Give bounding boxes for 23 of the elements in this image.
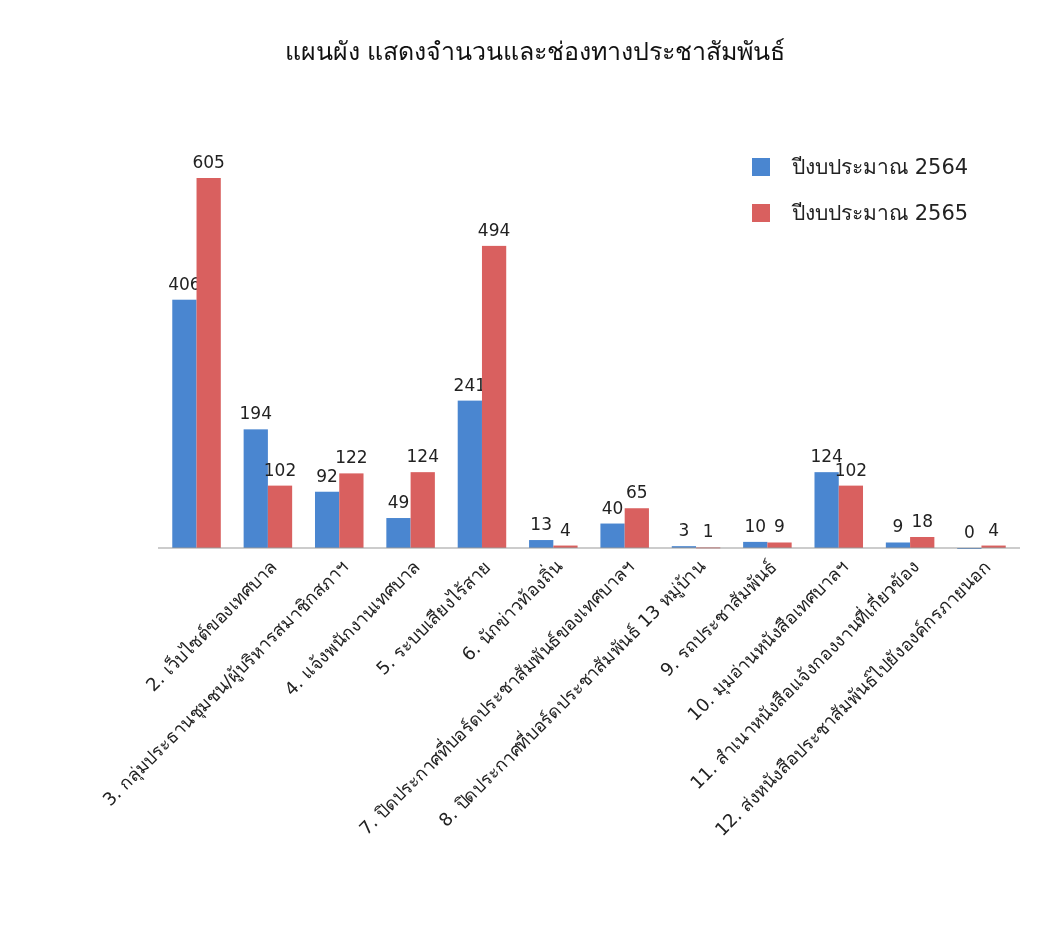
data-label: 194 xyxy=(239,403,272,424)
data-label: 124 xyxy=(406,446,439,467)
data-label: 241 xyxy=(453,374,487,395)
data-label: 13 xyxy=(530,514,553,535)
data-label: 18 xyxy=(911,510,934,531)
data-label: 4 xyxy=(988,519,1000,540)
data-label: 9 xyxy=(774,516,785,537)
data-label: 605 xyxy=(192,152,225,172)
chart-title: แผนผัง แสดงจำนวนและช่องทางประชาสัมพันธ์ xyxy=(284,37,786,66)
data-label: 1 xyxy=(702,521,714,542)
data-label: 9 xyxy=(892,516,904,537)
data-label: 4 xyxy=(560,519,571,540)
data-label: 494 xyxy=(477,219,511,240)
data-label: 3 xyxy=(678,520,690,541)
data-label: 10 xyxy=(744,515,767,536)
data-label: 122 xyxy=(335,447,368,468)
data-label: 92 xyxy=(316,465,338,486)
data-label: 65 xyxy=(625,482,648,503)
data-label: 40 xyxy=(601,497,624,518)
legend-label: ปีงบประมาณ 2564 xyxy=(791,155,969,179)
legend-label: ปีงบประมาณ 2565 xyxy=(791,201,969,225)
data-label: 0 xyxy=(963,522,975,542)
data-label: 49 xyxy=(387,492,410,513)
